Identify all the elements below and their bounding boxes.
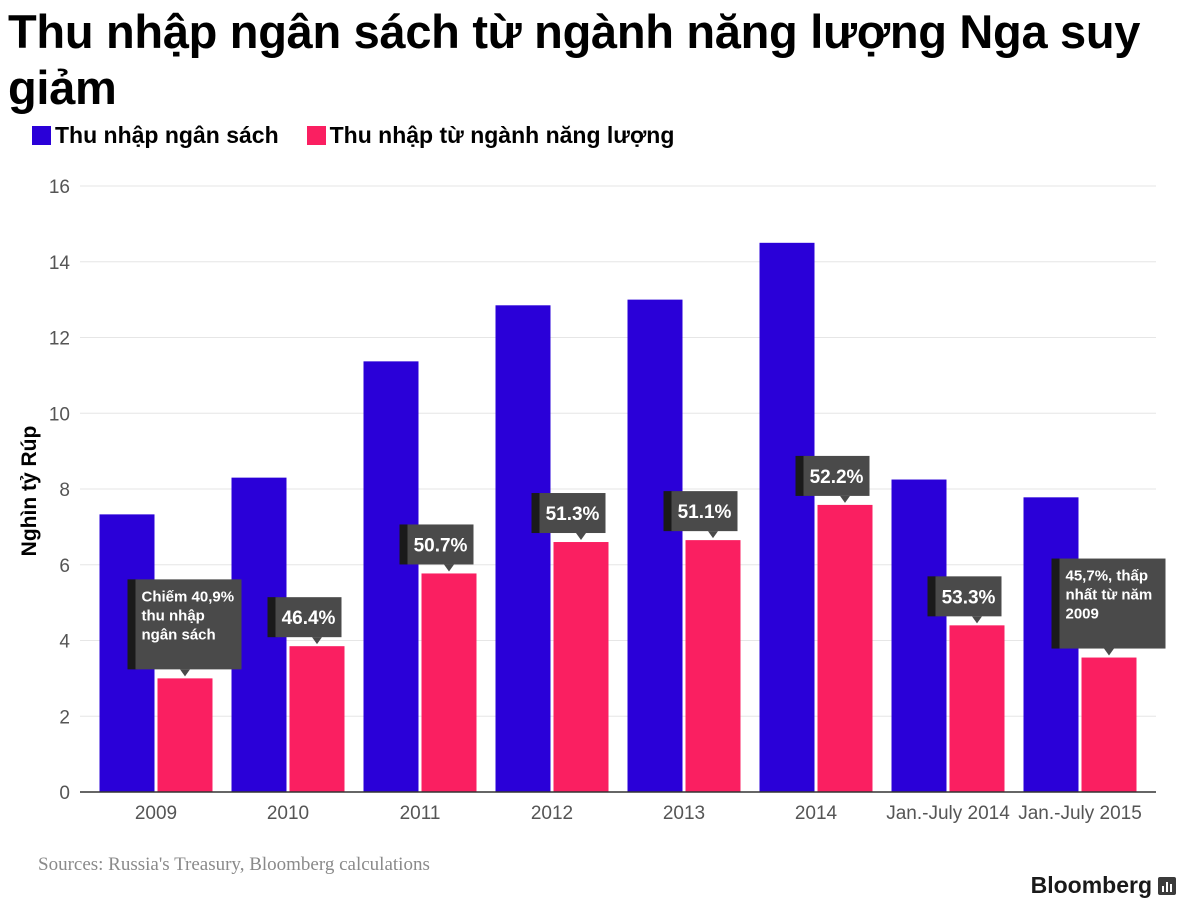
annotation-label: 51.1%: [678, 502, 732, 523]
annotation-pointer: [972, 616, 982, 624]
y-tick-label: 16: [49, 177, 70, 198]
annotation-pointer: [708, 531, 718, 539]
x-tick-label: Jan.-July 2014: [886, 803, 1010, 824]
x-tick-label: 2012: [531, 803, 573, 824]
y-tick-label: 4: [59, 632, 70, 653]
y-tick-label: 6: [59, 556, 70, 577]
brand-logo: Bloomberg: [1031, 872, 1176, 899]
brand-name: Bloomberg: [1030, 872, 1152, 898]
bar-budget-3: [495, 305, 551, 792]
bar-budget-6: [891, 479, 947, 792]
annotation-label: 45,7%, thấp: [1066, 568, 1149, 585]
legend-swatch-budget: [32, 125, 51, 145]
y-tick-label: 2: [59, 707, 70, 728]
annotation-pointer: [1104, 648, 1114, 656]
bar-energy-2: [421, 573, 477, 792]
annotation-label: 46.4%: [282, 608, 336, 629]
x-tick-label: 2010: [267, 803, 309, 824]
annotation-edge: [663, 491, 674, 532]
legend-label-budget: Thu nhập ngân sách: [55, 121, 279, 148]
annotation-box: [275, 597, 342, 638]
annotation-pointer: [180, 669, 190, 677]
annotation-edge: [927, 576, 938, 617]
annotation-label: 2009: [1066, 606, 1099, 623]
annotation-label: nhất từ năm: [1066, 587, 1153, 604]
annotation-label: ngân sách: [142, 626, 216, 643]
annotation-edge: [399, 524, 410, 565]
annotation-edge: [531, 493, 542, 534]
annotation-edge: [795, 455, 806, 496]
annotation-box: [803, 455, 870, 496]
annotation-edge: [1051, 558, 1062, 649]
annotation-label: Chiếm 40,9%: [142, 588, 235, 605]
annotation-label: 51.3%: [546, 504, 600, 525]
bloomberg-chart-icon: [1158, 876, 1176, 895]
bar-budget-5: [759, 242, 815, 792]
annotation-box: [671, 491, 738, 532]
y-tick-label: 14: [49, 253, 71, 274]
chart-title: Thu nhập ngân sách từ ngành năng lượng N…: [8, 5, 1141, 114]
legend-item-energy: Thu nhập từ ngành năng lượng: [306, 121, 675, 149]
x-tick-label: 2011: [400, 803, 441, 824]
bar-energy-7: [1081, 657, 1137, 792]
x-tick-label: 2009: [135, 803, 177, 824]
bar-energy-5: [817, 504, 873, 792]
x-tick-label: 2014: [795, 803, 838, 824]
annotation-pointer: [444, 564, 454, 572]
bar-energy-1: [289, 646, 345, 792]
legend-label-energy: Thu nhập từ ngành năng lượng: [329, 121, 675, 148]
legend: Thu nhập ngân sách Thu nhập từ ngành năn…: [32, 120, 702, 150]
annotation-pointer: [840, 495, 850, 503]
annotation-box: [539, 493, 606, 534]
annotation-box: [935, 576, 1002, 617]
annotation-edge: [127, 579, 138, 670]
x-tick-label: Jan.-July 2015: [1018, 803, 1142, 824]
bar-budget-4: [627, 299, 683, 792]
y-axis-label: Nghìn tỷ Rúp: [18, 426, 41, 557]
legend-item-budget: Thu nhập ngân sách: [32, 122, 279, 149]
bar-energy-6: [949, 625, 1005, 792]
annotation-box: [135, 579, 242, 670]
annotation-label: 52.2%: [810, 467, 864, 488]
source-note: Sources: Russia's Treasury, Bloomberg ca…: [38, 854, 430, 875]
legend-swatch-energy: [306, 125, 326, 145]
bar-energy-0: [157, 678, 213, 792]
annotation-pointer: [576, 533, 586, 541]
y-tick-label: 10: [49, 404, 70, 425]
y-tick-label: 8: [59, 480, 70, 501]
annotation-label: thu nhập: [142, 607, 205, 624]
bar-budget-2: [363, 361, 419, 792]
bar-chart: 0 2 4 6 8 10 12 14 16 Nghìn tỷ Rúp 2009 2010 2011 201…: [18, 177, 1166, 824]
y-tick-label: 0: [59, 783, 70, 804]
bar-energy-3: [553, 542, 609, 792]
annotation-box: [407, 524, 474, 565]
bar-energy-4: [685, 540, 741, 792]
annotation-box: [1059, 558, 1166, 649]
annotation-edge: [267, 597, 278, 638]
x-tick-label: 2013: [663, 803, 705, 824]
y-tick-label: 12: [49, 329, 70, 350]
annotation-label: 50.7%: [414, 535, 468, 556]
annotation-label: 53.3%: [942, 587, 996, 608]
annotation-pointer: [312, 637, 322, 645]
